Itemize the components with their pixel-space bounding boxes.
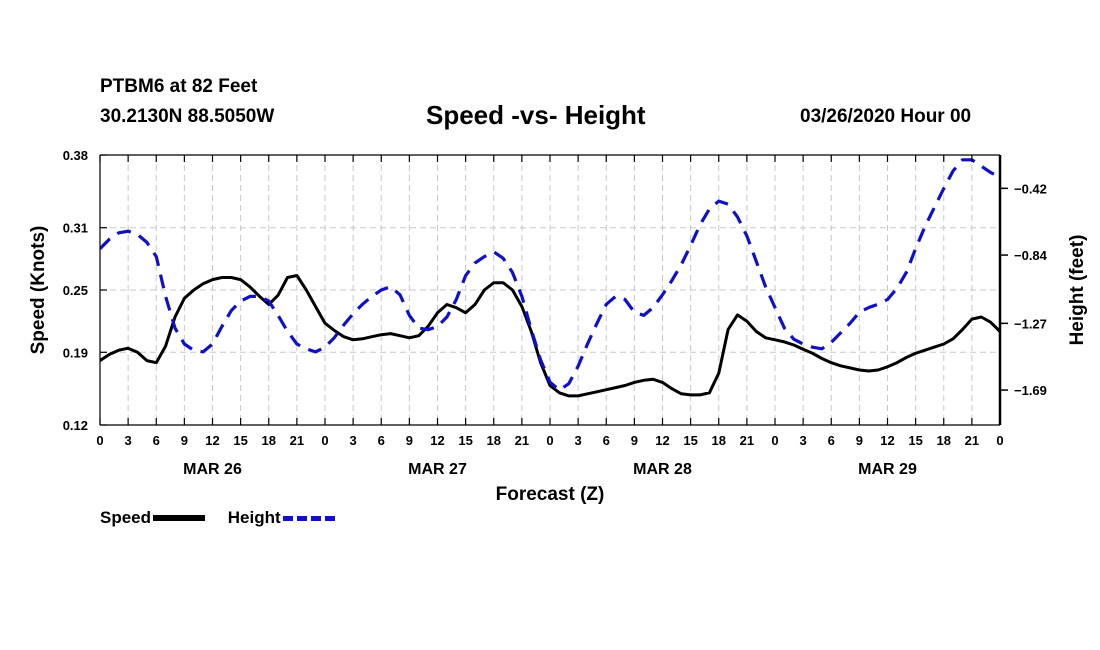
x-tick-label: 21: [965, 433, 979, 448]
series-line-height: [100, 158, 1000, 392]
y-tick-label: 0.19: [63, 345, 88, 360]
y2-tick-label: −1.69: [1014, 383, 1047, 398]
y-tick-label: 0.12: [63, 418, 88, 433]
x-tick-label: 9: [856, 433, 863, 448]
x-tick-label: 18: [937, 433, 951, 448]
x-day-label: MAR 26: [183, 461, 242, 478]
legend-speed-label: Speed: [100, 508, 152, 527]
x-tick-label: 15: [233, 433, 247, 448]
series-line-speed: [100, 274, 1000, 398]
legend-height-label: Height: [227, 508, 281, 527]
x-tick-label: 3: [800, 433, 807, 448]
y2-tick-label: −0.42: [1014, 181, 1047, 196]
x-tick-label: 12: [430, 433, 444, 448]
x-tick-label: 6: [828, 433, 835, 448]
y2-tick-label: −1.27: [1014, 316, 1047, 331]
x-tick-label: 6: [603, 433, 610, 448]
x-tick-label: 15: [683, 433, 697, 448]
x-tick-label: 0: [96, 433, 103, 448]
legend-speed-swatch: [153, 515, 206, 521]
x-tick-label: 9: [631, 433, 638, 448]
x-axis-title: Forecast (Z): [496, 484, 605, 505]
legend-height-swatch: [282, 515, 335, 521]
x-tick-label: 3: [575, 433, 582, 448]
x-tick-label: 18: [262, 433, 276, 448]
x-tick-label: 15: [458, 433, 472, 448]
y-tick-label: 0.38: [63, 148, 88, 163]
x-tick-label: 0: [321, 433, 328, 448]
x-tick-label: 9: [181, 433, 188, 448]
chart-legend: Speed Height: [100, 508, 353, 528]
y2-tick-label: −0.84: [1014, 248, 1048, 263]
x-day-label: MAR 27: [408, 461, 467, 478]
x-tick-label: 21: [740, 433, 754, 448]
y2-axis-title: Height (feet): [1067, 235, 1088, 346]
y-tick-label: 0.25: [63, 283, 88, 298]
y-axis-title: Speed (Knots): [28, 226, 49, 355]
x-tick-label: 21: [290, 433, 304, 448]
x-day-label: MAR 28: [633, 461, 692, 478]
x-tick-label: 3: [125, 433, 132, 448]
x-tick-label: 12: [205, 433, 219, 448]
x-tick-label: 0: [771, 433, 778, 448]
station-title: PTBM6 at 82 Feet: [100, 76, 258, 97]
x-tick-label: 15: [908, 433, 922, 448]
x-day-label: MAR 29: [858, 461, 917, 478]
x-tick-label: 18: [487, 433, 501, 448]
x-tick-label: 6: [378, 433, 385, 448]
x-tick-label: 21: [515, 433, 529, 448]
x-tick-label: 12: [880, 433, 894, 448]
legend-item-height: Height: [228, 508, 335, 528]
y-tick-label: 0.31: [63, 221, 88, 236]
chart-title: Speed -vs- Height: [426, 100, 646, 130]
x-tick-label: 3: [350, 433, 357, 448]
x-tick-label: 0: [996, 433, 1003, 448]
legend-item-speed: Speed: [100, 508, 206, 528]
x-tick-label: 9: [406, 433, 413, 448]
x-tick-label: 18: [712, 433, 726, 448]
x-tick-label: 0: [546, 433, 553, 448]
x-tick-label: 6: [153, 433, 160, 448]
forecast-datetime: 03/26/2020 Hour 00: [800, 106, 972, 127]
station-coordinates: 30.2130N 88.5050W: [100, 106, 275, 127]
x-tick-label: 12: [655, 433, 669, 448]
